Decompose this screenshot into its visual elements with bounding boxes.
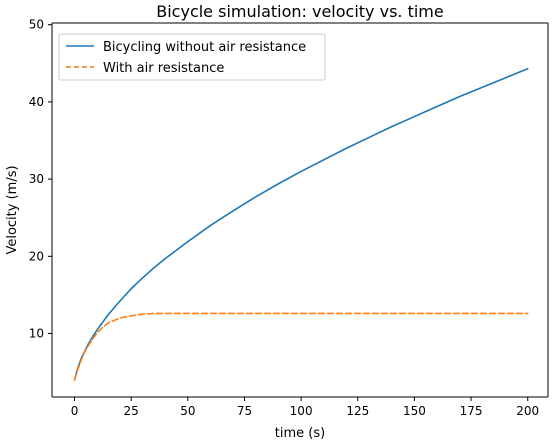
ticks-layer: 0 25 50 75 100 125 150 175 200 10 20 30 40 50 xyxy=(29,18,539,418)
y-tick-label: 10 xyxy=(29,327,44,341)
y-tick-label: 30 xyxy=(29,172,44,186)
x-tick-label: 25 xyxy=(124,404,139,418)
x-tick-label: 125 xyxy=(346,404,369,418)
y-tick-label: 50 xyxy=(29,18,44,32)
legend-label-air: With air resistance xyxy=(103,61,224,76)
y-axis-label: Velocity (m/s) xyxy=(5,165,20,254)
y-tick-label: 20 xyxy=(29,249,44,263)
chart-title: Bicycle simulation: velocity vs. time xyxy=(156,2,443,21)
y-tick-label: 40 xyxy=(29,95,44,109)
legend: Bicycling without air resistance With ai… xyxy=(58,33,326,81)
axes-layer xyxy=(51,22,549,398)
series-layer xyxy=(73,67,529,381)
series-line-0 xyxy=(73,67,529,381)
x-tick-label: 0 xyxy=(71,404,79,418)
series-line-1 xyxy=(73,312,529,381)
x-tick-label: 75 xyxy=(237,404,252,418)
legend-label-no-air: Bicycling without air resistance xyxy=(103,40,306,55)
legend-box xyxy=(58,33,326,81)
x-tick-label: 100 xyxy=(290,404,313,418)
x-tick-label: 50 xyxy=(180,404,195,418)
x-tick-label: 150 xyxy=(403,404,426,418)
x-tick-label: 175 xyxy=(460,404,483,418)
x-axis-label: time (s) xyxy=(275,426,325,441)
x-tick-label: 200 xyxy=(516,404,539,418)
plot-area xyxy=(52,23,548,397)
